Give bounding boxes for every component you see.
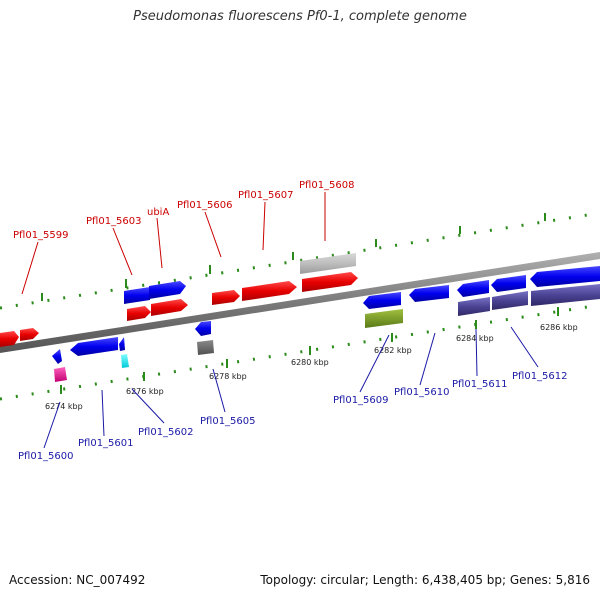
gene-label: Pfl01_5606 — [177, 200, 233, 211]
gene-label: Pfl01_5608 — [299, 180, 355, 191]
coord-label: 6280 kbp — [291, 358, 329, 367]
forward-leader-lines — [21, 192, 326, 295]
gene-label: Pfl01_5612 — [512, 371, 568, 382]
gene-label: Pfl01_5609 — [333, 395, 389, 406]
gene-label: Pfl01_5600 — [18, 451, 74, 462]
gene-label: Pfl01_5599 — [13, 230, 69, 241]
reverse-gene-labels: Pfl01_5600 Pfl01_5601 Pfl01_5602 Pfl01_5… — [18, 371, 568, 462]
gene-rev-n-blue[interactable] — [457, 280, 489, 297]
coord-label: 6278 kbp — [209, 372, 247, 381]
gene-fwd-d-red[interactable] — [151, 299, 188, 316]
reverse-leader-lines — [43, 326, 539, 449]
gene-fwd-g-gray[interactable] — [300, 253, 356, 274]
gene-label: Pfl01_5610 — [394, 387, 450, 398]
gene-fwd-d-blue[interactable] — [149, 281, 186, 299]
gene-rev-m[interactable] — [409, 285, 449, 302]
gene-fwd-e[interactable] — [212, 290, 240, 305]
gene-rev-l-olive[interactable] — [365, 309, 403, 328]
forward-strand-genes — [0, 253, 358, 347]
coord-label: 6284 kbp — [456, 334, 494, 343]
accession-text: Accession: NC_007492 — [9, 573, 146, 587]
reverse-strand-genes — [52, 266, 600, 382]
gene-label: Pfl01_5601 — [78, 438, 134, 449]
genome-backbone — [0, 252, 600, 353]
reverse-tick-track — [0, 303, 600, 401]
gene-rev-o-blue[interactable] — [491, 275, 526, 292]
gene-rev-i[interactable] — [70, 337, 118, 356]
gene-fwd-g-red[interactable] — [302, 272, 358, 292]
gene-rev-h-blue[interactable] — [52, 349, 62, 364]
coord-label: 6276 kbp — [126, 387, 164, 396]
gene-fwd-c-red[interactable] — [127, 306, 151, 321]
gene-rev-h-pink[interactable] — [54, 367, 67, 382]
gene-fwd-b[interactable] — [20, 328, 39, 341]
gene-label: Pfl01_5602 — [138, 427, 194, 438]
gene-label: Pfl01_5607 — [238, 190, 294, 201]
coord-label: 6274 kbp — [45, 402, 83, 411]
gene-rev-p-blue[interactable] — [530, 266, 600, 287]
genome-summary-text: Topology: circular; Length: 6,438,405 bp… — [260, 573, 590, 587]
gene-label: Pfl01_5605 — [200, 416, 256, 427]
coord-label: 6282 kbp — [374, 346, 412, 355]
genome-title: Pseudomonas fluorescens Pf0-1, complete … — [133, 9, 467, 24]
gene-rev-j-cyan[interactable] — [121, 354, 129, 368]
gene-rev-k-gray[interactable] — [197, 340, 214, 355]
coordinate-labels: 6274 kbp 6276 kbp 6278 kbp 6280 kbp 6282… — [45, 323, 578, 411]
coord-label: 6286 kbp — [540, 323, 578, 332]
gene-rev-l-blue[interactable] — [363, 292, 401, 309]
gene-rev-p-navy[interactable] — [531, 284, 600, 306]
gene-label: Pfl01_5603 — [86, 216, 142, 227]
gene-rev-k-blue[interactable] — [195, 321, 211, 336]
gene-rev-j-blue[interactable] — [119, 337, 125, 351]
forward-gene-labels: Pfl01_5599 Pfl01_5603 ubiA Pfl01_5606 Pf… — [13, 180, 355, 241]
gene-rev-o-navy[interactable] — [492, 291, 528, 310]
gene-label: Pfl01_5611 — [452, 379, 508, 390]
forward-tick-track — [0, 211, 600, 310]
gene-fwd-a[interactable] — [0, 331, 19, 347]
gene-label: ubiA — [147, 207, 169, 218]
gene-rev-n-navy[interactable] — [458, 297, 490, 316]
gene-fwd-f[interactable] — [242, 281, 297, 301]
gene-fwd-c-blue[interactable] — [124, 287, 150, 304]
